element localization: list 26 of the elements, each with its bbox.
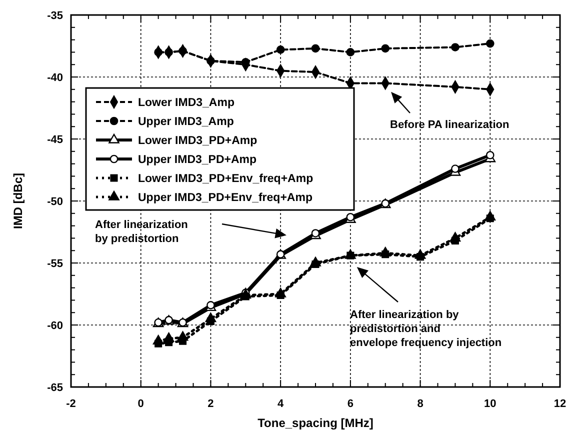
y-axis-title: IMD [dBc] xyxy=(11,173,25,229)
y-tick-label: -60 xyxy=(47,320,63,332)
legend-label: Upper IMD3_PD+Env_freq+Amp xyxy=(138,192,312,204)
x-tick-label: -2 xyxy=(66,398,76,410)
annotation: After linearization by predistortion and envelope frequency injection xyxy=(350,309,502,349)
y-tick-label: -50 xyxy=(47,196,63,208)
x-tick-label: 4 xyxy=(278,398,285,410)
x-tick-label: 2 xyxy=(208,398,214,410)
legend-label: Lower IMD3_PD+Env_freq+Amp xyxy=(138,173,314,185)
x-axis-title: Tone_spacing [MHz] xyxy=(258,416,374,430)
y-tick-label: -45 xyxy=(47,134,63,146)
y-tick-label: -40 xyxy=(47,72,63,84)
y-tick-label: -35 xyxy=(47,10,63,22)
annotation: Before PA linearization xyxy=(390,119,510,131)
legend-label: Upper IMD3_Amp xyxy=(138,116,234,128)
x-tick-label: 8 xyxy=(417,398,424,410)
x-tick-label: 10 xyxy=(484,398,496,410)
y-tick-label: -55 xyxy=(47,258,63,270)
x-tick-label: 12 xyxy=(554,398,566,410)
x-tick-label: 6 xyxy=(347,398,354,410)
x-tick-label: 0 xyxy=(138,398,144,410)
y-tick-label: -65 xyxy=(47,382,63,394)
legend-label: Lower IMD3_PD+Amp xyxy=(138,135,258,147)
annotation: After linearization by predistortion xyxy=(95,219,188,245)
legend-label: Upper IMD3_PD+Amp xyxy=(138,154,257,166)
legend-label: Lower IMD3_Amp xyxy=(138,97,234,109)
